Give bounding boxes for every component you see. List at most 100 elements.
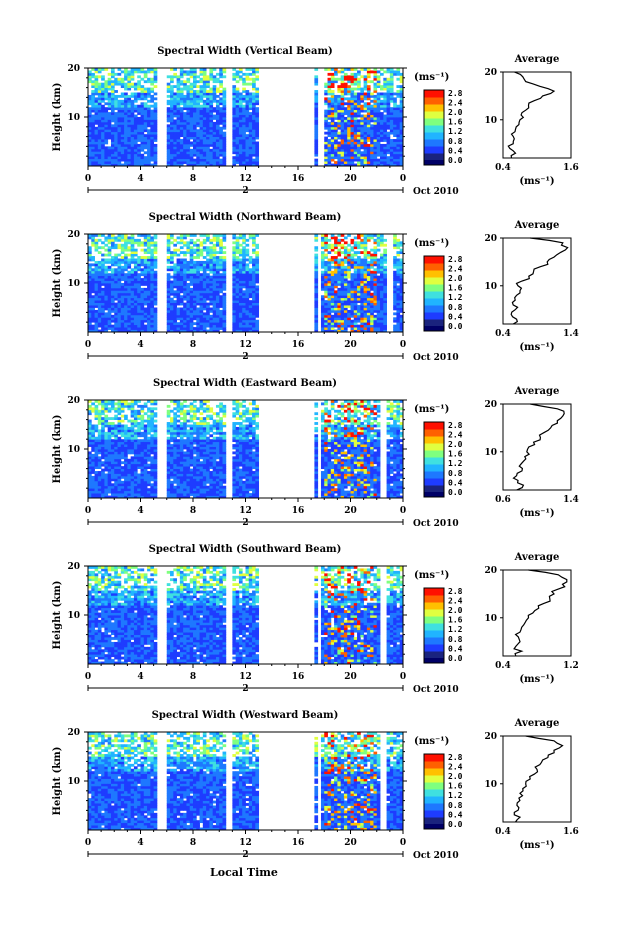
- heatmap-cell: [120, 146, 125, 150]
- heatmap-cell: [114, 236, 118, 240]
- heatmap-cell: [110, 117, 115, 120]
- heatmap-cell: [337, 278, 342, 281]
- heatmap-cell: [120, 322, 125, 326]
- heatmap-cell: [383, 268, 387, 272]
- heatmap-cell: [343, 283, 348, 286]
- heatmap-cell: [238, 109, 243, 113]
- heatmap-cell: [320, 243, 325, 247]
- heatmap-cell: [199, 314, 204, 318]
- heatmap-cell: [193, 134, 197, 137]
- heatmap-cell: [232, 251, 237, 254]
- heatmap-cell: [133, 136, 138, 140]
- heatmap-cell: [363, 121, 368, 125]
- heatmap-cell: [153, 109, 158, 113]
- heatmap-cell: [114, 243, 118, 247]
- heatmap-cell: [104, 283, 109, 286]
- heatmap-cell: [212, 77, 217, 81]
- heatmap-cell: [97, 234, 102, 237]
- heatmap-cell: [176, 117, 181, 120]
- heatmap-cell: [140, 300, 145, 303]
- heatmap-cell: [396, 107, 401, 111]
- heatmap-cell: [107, 134, 112, 137]
- heatmap-cell: [222, 94, 227, 98]
- heatmap-cell: [232, 285, 237, 289]
- heatmap-cell: [383, 153, 387, 157]
- heatmap-cell: [173, 158, 177, 162]
- heatmap-cell: [347, 104, 351, 108]
- heatmap-cell: [320, 251, 325, 254]
- heatmap-cell: [143, 295, 148, 299]
- heatmap-cell: [94, 139, 99, 142]
- heatmap-cell: [127, 305, 132, 308]
- heatmap-cell: [150, 251, 155, 254]
- heatmap-cell: [104, 80, 109, 84]
- heatmap-cell: [245, 139, 250, 142]
- heatmap-cell: [97, 124, 102, 128]
- heatmap-cell: [130, 148, 135, 152]
- heatmap-cell: [196, 114, 200, 118]
- heatmap-cell: [140, 260, 145, 264]
- heatmap-cell: [147, 275, 151, 279]
- heatmap-cell: [143, 317, 148, 321]
- heatmap-cell: [360, 290, 365, 294]
- heatmap-cell: [209, 329, 214, 333]
- heatmap-cell: [120, 314, 125, 318]
- heatmap-cell: [252, 312, 256, 316]
- heatmap-cell: [209, 280, 214, 284]
- heatmap-cell: [143, 109, 148, 113]
- heatmap-cell: [340, 278, 345, 281]
- heatmap-cell: [314, 117, 319, 120]
- heatmap-cell: [393, 292, 397, 296]
- heatmap-cell: [343, 139, 348, 142]
- heatmap-cell: [193, 143, 197, 147]
- heatmap-cell: [376, 139, 381, 142]
- heatmap-cell: [383, 297, 387, 301]
- heatmap-cell: [383, 107, 387, 111]
- heatmap-cell: [235, 295, 240, 299]
- heatmap-cell: [196, 143, 200, 147]
- heatmap-cell: [255, 107, 260, 111]
- heatmap-cell: [189, 319, 194, 323]
- heatmap-cell: [114, 146, 118, 150]
- heatmap-cell: [202, 300, 207, 303]
- heatmap-cell: [386, 148, 391, 152]
- heatmap-cell: [97, 309, 102, 313]
- heatmap-cell: [104, 292, 109, 296]
- heatmap-cell: [399, 102, 404, 106]
- heatmap-cell: [357, 256, 361, 259]
- heatmap-cell: [137, 290, 141, 294]
- heatmap-cell: [383, 329, 387, 333]
- heatmap-cell: [189, 72, 194, 76]
- heatmap-cell: [124, 285, 128, 289]
- heatmap-cell: [117, 158, 122, 162]
- heatmap-cell: [153, 124, 158, 128]
- heatmap-cell: [124, 327, 128, 330]
- heatmap-cell: [127, 246, 132, 250]
- heatmap-cell: [127, 273, 132, 277]
- heatmap-cell: [337, 99, 342, 103]
- heatmap-cell: [252, 314, 256, 318]
- heatmap-cell: [222, 148, 227, 152]
- heatmap-cell: [117, 234, 122, 237]
- heatmap-cell: [166, 300, 171, 303]
- heatmap-cell: [396, 109, 401, 113]
- heatmap-cell: [147, 265, 151, 269]
- colorbar-segment: [424, 111, 444, 119]
- heatmap-cell: [235, 329, 240, 333]
- heatmap-cell: [202, 322, 207, 326]
- heatmap-cell: [91, 324, 95, 328]
- heatmap-cell: [143, 72, 148, 76]
- heatmap-cell: [114, 97, 118, 101]
- heatmap-cell: [179, 97, 184, 101]
- heatmap-cell: [101, 146, 105, 150]
- heatmap-cell: [120, 317, 125, 321]
- heatmap-cell: [124, 268, 128, 272]
- heatmap-cell: [222, 246, 227, 250]
- heatmap-cell: [176, 134, 181, 137]
- heatmap-cell: [357, 251, 361, 254]
- heatmap-cell: [133, 287, 138, 291]
- heatmap-cell: [238, 287, 243, 291]
- heatmap-cell: [186, 139, 191, 142]
- heatmap-cell: [170, 102, 174, 106]
- heatmap-cell: [140, 114, 145, 118]
